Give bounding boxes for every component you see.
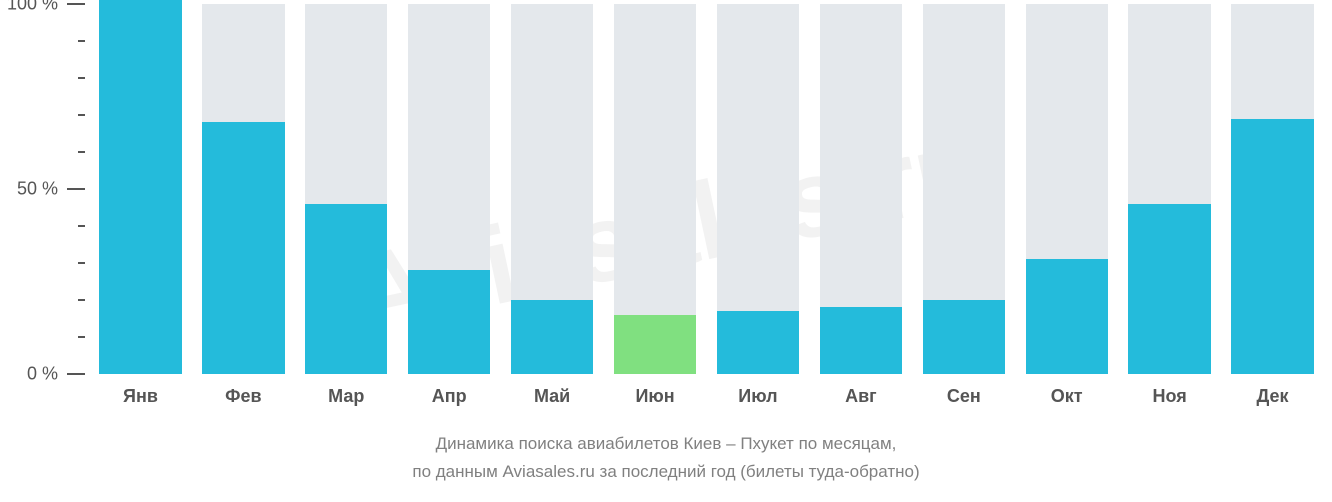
- x-axis-month-label: Дек: [1257, 386, 1289, 407]
- bar-slot: [1026, 4, 1108, 374]
- bar-value: [408, 270, 490, 374]
- y-axis-minor-tick: [78, 299, 85, 301]
- bar-slot: [1128, 4, 1210, 374]
- x-axis-month-label: Ноя: [1152, 386, 1186, 407]
- search-dynamics-bar-chart: Aviasales.ru Динамика поиска авиабилетов…: [0, 0, 1332, 502]
- plot-area: [89, 4, 1324, 374]
- bar-slot: [408, 4, 490, 374]
- x-axis-month-label: Апр: [432, 386, 467, 407]
- y-axis-minor-tick: [78, 262, 85, 264]
- y-axis-tick-label: 100 %: [7, 0, 58, 15]
- x-axis-month-label: Июл: [738, 386, 777, 407]
- y-axis-minor-tick: [78, 40, 85, 42]
- y-axis-tick-label: 0 %: [27, 364, 58, 385]
- bar-value: [717, 311, 799, 374]
- bar-value: [99, 0, 181, 374]
- y-axis-minor-tick: [78, 336, 85, 338]
- bar-value: [614, 315, 696, 374]
- bar-slot: [202, 4, 284, 374]
- bar-value: [820, 307, 902, 374]
- bar-slot: [1231, 4, 1313, 374]
- bar-value: [511, 300, 593, 374]
- x-axis-month-label: Фев: [225, 386, 261, 407]
- bar-value: [1128, 204, 1210, 374]
- bar-slot: [614, 4, 696, 374]
- bar-slot: [511, 4, 593, 374]
- bar-value: [202, 122, 284, 374]
- bar-slot: [923, 4, 1005, 374]
- x-axis-month-label: Июн: [635, 386, 674, 407]
- bar-value: [1026, 259, 1108, 374]
- y-axis-major-tick: [67, 373, 85, 375]
- x-axis-month-label: Мар: [328, 386, 364, 407]
- y-axis-major-tick: [67, 3, 85, 5]
- caption-line-1: Динамика поиска авиабилетов Киев – Пхуке…: [0, 434, 1332, 454]
- bar-slot: [820, 4, 902, 374]
- y-axis-minor-tick: [78, 114, 85, 116]
- bar-value: [305, 204, 387, 374]
- caption-line-2: по данным Aviasales.ru за последний год …: [0, 462, 1332, 482]
- x-axis-month-label: Окт: [1051, 386, 1083, 407]
- y-axis-major-tick: [67, 188, 85, 190]
- bar-slot: [717, 4, 799, 374]
- y-axis-minor-tick: [78, 151, 85, 153]
- bar-value: [923, 300, 1005, 374]
- x-axis-month-label: Авг: [845, 386, 877, 407]
- x-axis-month-label: Май: [534, 386, 570, 407]
- y-axis-minor-tick: [78, 225, 85, 227]
- bar-value: [1231, 119, 1313, 374]
- y-axis-tick-label: 50 %: [17, 179, 58, 200]
- y-axis-minor-tick: [78, 77, 85, 79]
- x-axis-month-label: Янв: [123, 386, 158, 407]
- bar-slot: [305, 4, 387, 374]
- x-axis-month-label: Сен: [947, 386, 981, 407]
- bar-slot: [99, 0, 181, 374]
